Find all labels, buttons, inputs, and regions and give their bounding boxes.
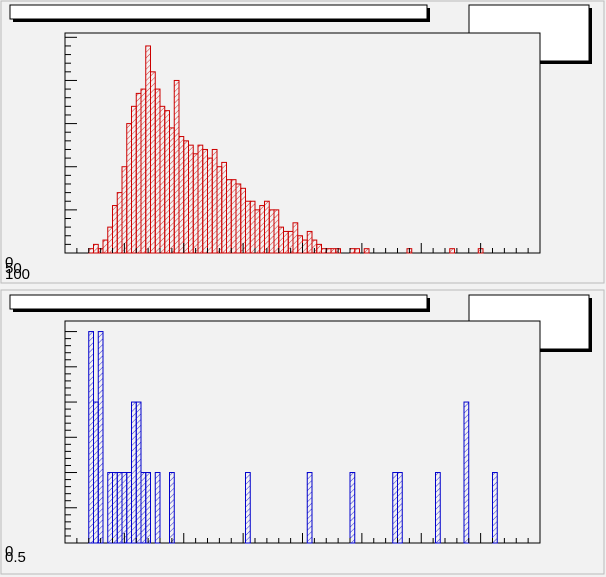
histogram-bar (121, 472, 128, 544)
histogram-bar (297, 235, 303, 254)
histogram-bar (154, 472, 161, 544)
histogram-bar (230, 179, 237, 254)
histogram-bar (259, 205, 265, 254)
histogram-bar (154, 88, 161, 254)
histogram-bar (363, 248, 370, 254)
histogram-bar (183, 140, 189, 254)
histogram-bar (131, 105, 137, 254)
histogram-bar (449, 248, 455, 254)
histogram-bar (169, 127, 175, 254)
histogram-bar (254, 209, 261, 254)
histogram-bar (140, 472, 147, 544)
histogram-bar (116, 472, 123, 544)
histogram-bar (292, 222, 299, 254)
histogram-bar (192, 153, 199, 254)
histogram-bar (316, 243, 322, 254)
histogram-bar (216, 166, 223, 254)
histogram-bar (159, 105, 166, 254)
histogram-bar (150, 71, 156, 254)
title-box-bottom (9, 294, 430, 312)
histogram-bar (178, 136, 185, 254)
histogram-bar (93, 401, 99, 544)
histogram-bar (131, 401, 137, 544)
histogram-bar (188, 144, 194, 254)
histogram-bar (397, 472, 403, 544)
histogram-bar (135, 401, 142, 544)
histogram-bar (349, 248, 356, 254)
histogram-bar (492, 472, 498, 544)
histogram-bar (325, 248, 332, 254)
histogram-bar (221, 161, 227, 254)
histogram-bar (112, 472, 118, 544)
histogram-bar (169, 472, 175, 544)
histogram-bar (226, 179, 232, 254)
axis-label: 0 (5, 254, 13, 271)
histogram-bar (264, 200, 270, 254)
histogram-bar (463, 401, 470, 544)
histogram-bar (121, 166, 128, 254)
histogram-bar (126, 123, 132, 254)
histogram-bar (112, 205, 118, 254)
histogram-bar (354, 248, 360, 254)
histogram-bar (164, 110, 170, 254)
axis-label: 0.5 (5, 549, 26, 566)
histogram-bar (88, 248, 94, 254)
histogram-bar (135, 92, 142, 254)
histogram-bar (273, 209, 280, 254)
histogram-bar (211, 148, 218, 254)
histogram-bar (349, 472, 356, 544)
histogram-bar (207, 157, 213, 254)
histogram-bar (330, 248, 337, 254)
histogram-bar (245, 472, 251, 544)
histogram-bar (235, 183, 242, 254)
histogram-bar (321, 248, 327, 254)
histogram-bar (88, 331, 94, 544)
histogram-bar (268, 209, 275, 254)
axis-label: 0 (5, 543, 13, 560)
histogram-bar (306, 230, 313, 254)
axis-label: 50 (5, 260, 22, 277)
histogram-bar (202, 148, 208, 254)
histogram-bar (93, 243, 99, 254)
histogram-bar (97, 331, 104, 544)
histogram-bar (249, 200, 256, 254)
histogram-bar (278, 226, 284, 254)
histogram-bar (140, 88, 147, 254)
histogram-bar (173, 79, 180, 254)
histogram-bar (116, 192, 123, 254)
histogram-bar (302, 239, 308, 254)
histogram-bar (145, 45, 151, 254)
histogram-bar (107, 226, 113, 254)
histogram-bar (102, 239, 109, 254)
histogram-bar (435, 472, 441, 544)
histogram-bar (126, 472, 132, 544)
histogram-bar (245, 200, 251, 254)
axis-label: 100 (5, 266, 30, 283)
histogram-bar (392, 472, 398, 544)
title-box-top (9, 4, 430, 22)
histogram-bar (145, 472, 151, 544)
histogram-bar (197, 144, 204, 254)
histogram-bar (306, 472, 313, 544)
histogram-bar (283, 230, 289, 254)
histogram-bar (107, 472, 113, 544)
